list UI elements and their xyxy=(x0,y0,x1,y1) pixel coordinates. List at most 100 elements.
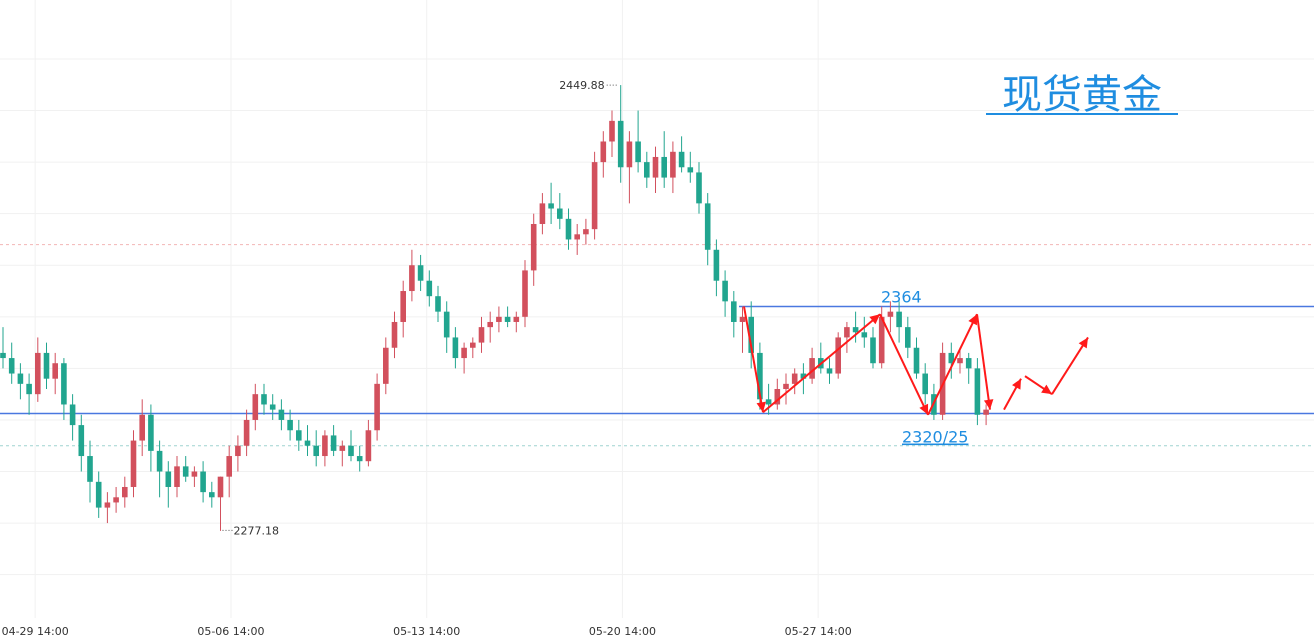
candle-down xyxy=(548,182,554,224)
candle-up xyxy=(739,306,746,353)
candle-body xyxy=(452,337,459,359)
candle-body xyxy=(513,316,520,322)
candle-body xyxy=(696,172,702,204)
candle-down xyxy=(504,306,511,328)
arrow-head xyxy=(968,314,977,326)
candle-up xyxy=(774,378,781,410)
candle-down xyxy=(748,301,754,369)
candle-up xyxy=(191,466,198,487)
candle-up xyxy=(139,399,145,457)
candle-up xyxy=(122,476,128,508)
candle-down xyxy=(261,383,267,415)
candle-up xyxy=(365,419,372,467)
arrow-shaft xyxy=(743,306,764,413)
candle-body xyxy=(313,445,319,457)
x-tick-label: 05-20 14:00 xyxy=(589,625,656,638)
candle-body xyxy=(748,316,754,353)
candle-body xyxy=(17,373,24,384)
candle-up xyxy=(130,430,137,498)
candle-down xyxy=(722,270,728,317)
chart-title: 现货黄金 xyxy=(986,72,1178,118)
candle-down xyxy=(426,270,433,307)
forecast-arrow xyxy=(743,306,766,413)
candle-body xyxy=(330,435,337,451)
candle-down xyxy=(922,363,928,405)
candle-body xyxy=(922,373,928,395)
candle-up xyxy=(113,486,119,513)
candle-down xyxy=(896,301,902,343)
candle-body xyxy=(391,321,398,348)
candle-down xyxy=(452,327,459,369)
arrow-shaft xyxy=(927,313,978,416)
candle-down xyxy=(26,373,32,415)
candle-up xyxy=(478,316,485,353)
arrow-head xyxy=(983,399,994,410)
candle-body xyxy=(983,409,989,415)
candle-body xyxy=(191,471,198,477)
candle-up xyxy=(809,347,815,384)
candle-body xyxy=(591,162,598,230)
candle-body xyxy=(504,316,511,322)
candle-up xyxy=(400,280,406,338)
candle-down xyxy=(713,239,720,297)
candles xyxy=(0,85,989,531)
candle-body xyxy=(348,445,354,457)
candle-body xyxy=(35,352,41,395)
candle-down xyxy=(8,342,15,384)
candle-down xyxy=(965,352,972,384)
candle-body xyxy=(487,321,493,328)
candle-down xyxy=(313,430,319,467)
candle-body xyxy=(261,394,267,405)
candle-down xyxy=(948,342,955,379)
candle-down xyxy=(287,409,293,441)
candle-up xyxy=(35,337,41,402)
candle-body xyxy=(226,456,232,477)
candle-body xyxy=(200,471,206,493)
support-label: 2320/25 xyxy=(902,428,968,447)
candle-body xyxy=(43,352,50,379)
candle-body xyxy=(609,120,615,142)
candle-body xyxy=(243,419,250,446)
candle-body xyxy=(496,316,502,322)
candle-down xyxy=(852,311,859,343)
candle-down xyxy=(156,440,163,498)
candle-body xyxy=(252,394,259,420)
candle-down xyxy=(304,425,311,457)
arrow-shaft xyxy=(1051,336,1089,395)
arrow-head xyxy=(1078,337,1088,349)
candle-body xyxy=(913,347,920,374)
forecast-arrow xyxy=(1024,375,1053,395)
candle-body xyxy=(139,414,145,441)
candle-up xyxy=(339,440,346,467)
candle-down xyxy=(617,85,624,183)
candle-body xyxy=(826,368,833,374)
x-axis: 04-29 14:00 05-06 14:00 05-13 14:00 05-20 1… xyxy=(2,625,852,638)
candle-up xyxy=(496,306,502,333)
candle-up xyxy=(791,368,798,395)
candle-body xyxy=(757,352,763,400)
candle-body xyxy=(26,383,32,395)
candle-body xyxy=(739,316,746,322)
candle-body xyxy=(0,352,6,359)
candle-up xyxy=(322,430,328,467)
candle-body xyxy=(269,404,276,410)
candle-down xyxy=(644,151,650,188)
dashed-level-lines xyxy=(0,244,1314,447)
candle-body xyxy=(583,229,589,235)
candle-down xyxy=(704,193,711,266)
candle-body xyxy=(861,332,868,338)
candle-up xyxy=(252,383,259,431)
candle-down xyxy=(0,327,6,369)
candle-body xyxy=(87,456,93,482)
candle-body xyxy=(905,327,911,348)
candle-body xyxy=(148,414,154,451)
candle-body xyxy=(217,476,224,498)
arrow-head xyxy=(919,403,929,415)
candle-body xyxy=(574,234,580,240)
candle-up xyxy=(539,193,546,235)
candle-up xyxy=(461,342,467,374)
candle-body xyxy=(522,270,528,317)
candle-up xyxy=(374,373,380,441)
candle-down xyxy=(95,471,102,518)
